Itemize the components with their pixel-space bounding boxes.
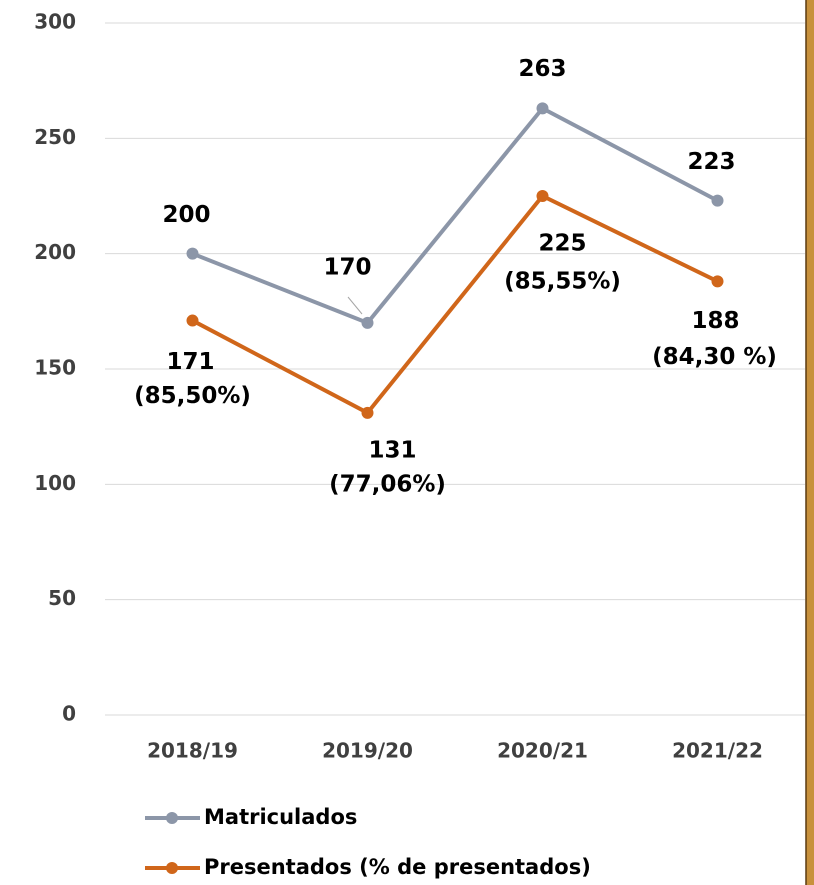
leader-line (347, 296, 363, 315)
y-tick-label: 50 (48, 586, 76, 610)
data-label: 200 (162, 202, 210, 228)
series-line (191, 193, 719, 416)
data-label: 225 (538, 231, 586, 257)
data-label: 263 (518, 56, 566, 82)
legend-label: Matriculados (204, 805, 357, 829)
data-label: 131 (368, 437, 416, 463)
x-tick-label: 2019/20 (322, 739, 413, 763)
y-tick-label: 200 (34, 240, 76, 264)
data-label: 170 (323, 254, 371, 280)
y-tick-label: 250 (34, 125, 76, 149)
data-label: (77,06%) (329, 471, 446, 497)
data-label: 223 (687, 149, 735, 175)
legend-marker (166, 812, 178, 824)
data-label: 188 (691, 308, 739, 334)
y-tick-label: 150 (34, 356, 76, 380)
marker (536, 190, 549, 202)
marker (536, 102, 549, 115)
marker (361, 406, 374, 419)
data-label: 171 (166, 349, 214, 375)
data-label: (84,30 %) (652, 344, 777, 370)
x-tick-label: 2021/22 (672, 739, 763, 763)
y-tick-label: 0 (62, 702, 76, 726)
marker (186, 247, 199, 260)
marker (361, 316, 374, 329)
y-tick-label: 100 (34, 471, 76, 495)
x-tick-label: 2018/19 (147, 739, 238, 763)
series-line (191, 105, 719, 326)
y-tick-label: 300 (34, 10, 76, 34)
marker (186, 314, 199, 327)
x-tick-label: 2020/21 (497, 739, 588, 763)
frame-edge (806, 0, 814, 885)
data-label: (85,55%) (504, 269, 621, 295)
legend-marker (166, 862, 178, 874)
marker (711, 194, 724, 207)
marker (711, 275, 724, 288)
legend-label: Presentados (% de presentados) (204, 855, 591, 879)
data-label: (85,50%) (134, 383, 251, 409)
